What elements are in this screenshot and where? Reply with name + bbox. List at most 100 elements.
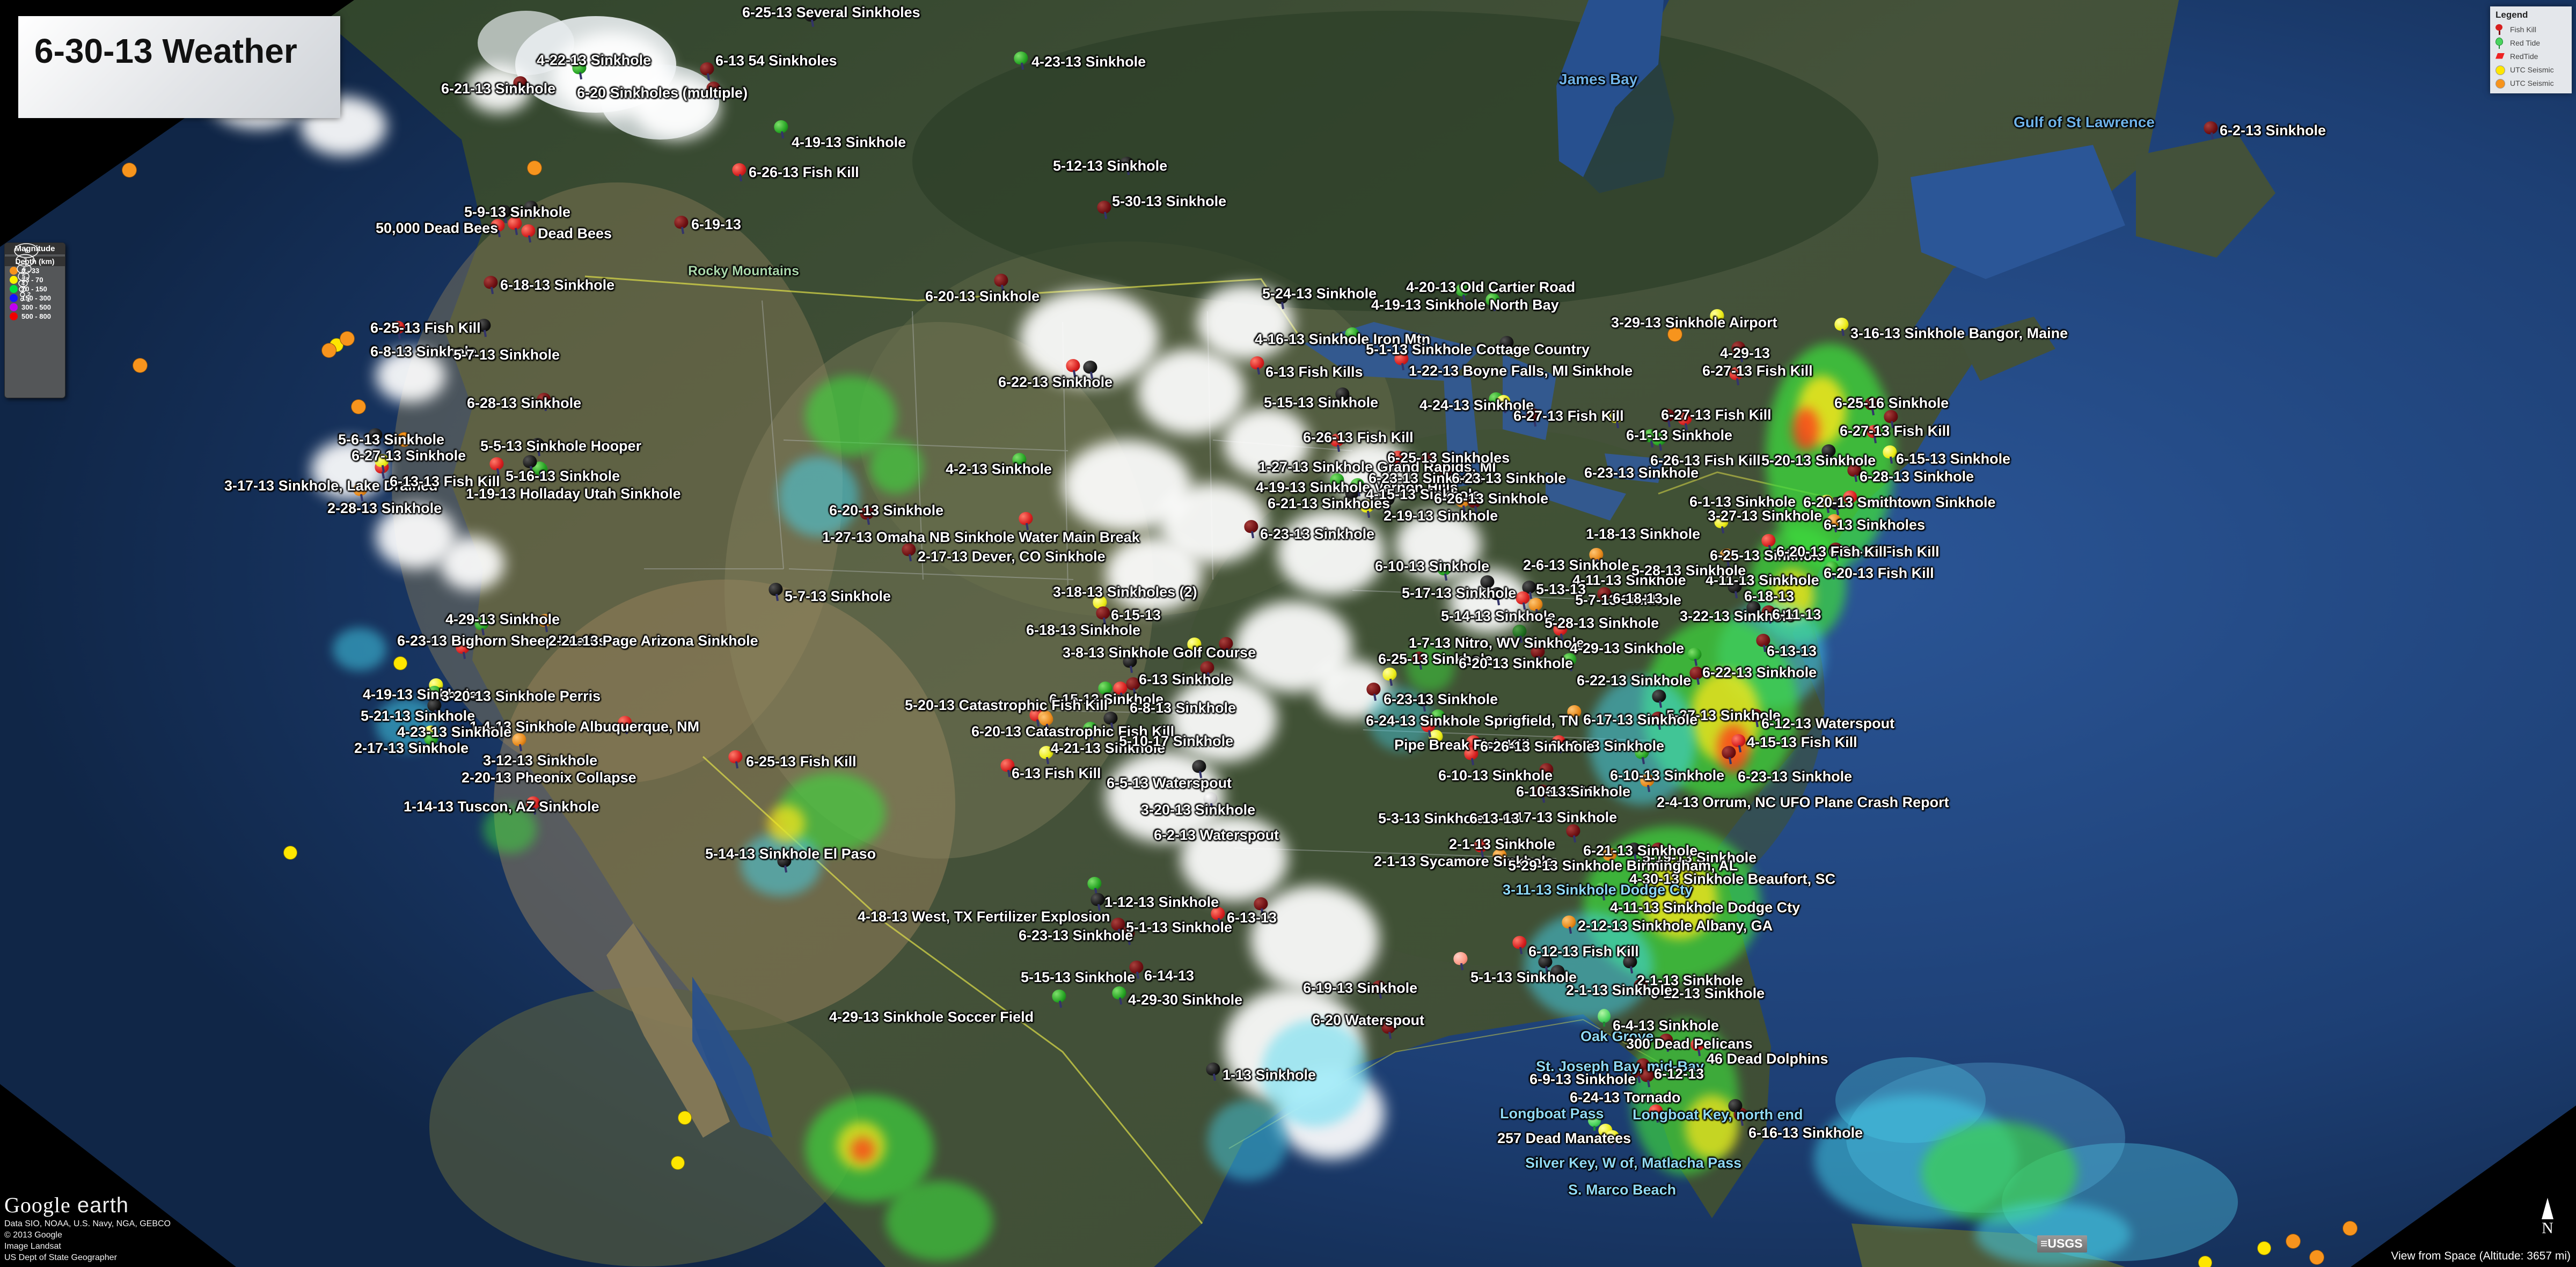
placemark-label[interactable]: 6-17-13 Sinkhole bbox=[1503, 809, 1618, 825]
placemark-label[interactable]: Longboat Key, north end bbox=[1633, 1107, 1803, 1123]
placemark-label[interactable]: 4-29-13 Sinkhole bbox=[1570, 640, 1685, 656]
placemark-label[interactable]: 6-12-13 Fish Kill bbox=[1528, 943, 1639, 960]
placemark-label[interactable]: 6-25-13 Several Sinkholes bbox=[742, 4, 920, 20]
placemark-label[interactable]: 4-29-13 Sinkhole Soccer Field bbox=[829, 1009, 1034, 1025]
placemark-label[interactable]: 2-17-13 Sinkhole bbox=[354, 740, 469, 756]
seismic-event-dot[interactable] bbox=[2343, 1221, 2358, 1236]
placemark-label[interactable]: 4-11-13 Sinkhole Dodge Cty bbox=[1610, 899, 1801, 916]
map-pushpin[interactable] bbox=[1565, 823, 1582, 843]
placemark-label[interactable]: 6-28-13 Sinkhole bbox=[467, 395, 582, 411]
placemark-label[interactable]: 5-21-13 Sinkhole bbox=[361, 708, 475, 724]
placemark-label[interactable]: 6-4-13 Sinkhole bbox=[1613, 1017, 1719, 1034]
placemark-label[interactable]: 5-30-13 Sinkhole bbox=[1112, 193, 1227, 209]
map-pushpin[interactable] bbox=[1111, 985, 1128, 1005]
placemark-label[interactable]: 6-28-13 Sinkhole bbox=[1860, 468, 1974, 485]
seismic-event-dot[interactable] bbox=[397, 432, 412, 447]
placemark-label[interactable]: 6-12-13 Waterspout bbox=[1761, 715, 1895, 731]
placemark-label[interactable]: 5-15-13 Sinkhole bbox=[1264, 394, 1379, 411]
seismic-event-dot[interactable] bbox=[2286, 1234, 2301, 1249]
placemark-label[interactable]: 5-1-13 Sinkhole Cottage Country bbox=[1366, 341, 1590, 357]
placemark-label[interactable]: 6-8-13 Sinkhole bbox=[1130, 700, 1236, 716]
placemark-label[interactable]: 5-29-13 Sinkhole Birmingham, AL bbox=[1508, 858, 1738, 874]
seismic-event-dot[interactable] bbox=[2198, 1256, 2212, 1267]
placemark-label[interactable]: 300 Dead Pelicans bbox=[1626, 1036, 1753, 1052]
map-pushpin[interactable] bbox=[1721, 744, 1737, 765]
map-pushpin[interactable] bbox=[1381, 666, 1398, 686]
placemark-label[interactable]: 5-7-13 Sinkhole bbox=[1575, 592, 1682, 608]
placemark-label[interactable]: 6-23-13 Sinkhole bbox=[1584, 465, 1699, 481]
placemark-label[interactable]: Pipe Break Fish Kill bbox=[1394, 737, 1530, 753]
map-pushpin[interactable] bbox=[482, 274, 499, 295]
placemark-label[interactable]: 6-27-13 Fish Kill bbox=[1840, 423, 1950, 439]
placemark-label[interactable]: 1-18-13 Sinkhole bbox=[1586, 526, 1701, 542]
placemark-label[interactable]: 1-4-13 Sinkhole Albuquerque, NM bbox=[470, 719, 700, 735]
placemark-label[interactable]: 3-27-13 Sinkhole bbox=[1708, 508, 1823, 524]
map-pushpin[interactable] bbox=[767, 581, 784, 602]
placemark-label[interactable]: 1-13 Sinkhole bbox=[1223, 1067, 1316, 1083]
map-pushpin[interactable] bbox=[1452, 950, 1469, 971]
placemark-label[interactable]: 6-13-13 bbox=[1767, 643, 1817, 659]
placemark-label[interactable]: 3-8-13 Sinkhole Golf Course bbox=[1063, 645, 1256, 661]
placemark-label[interactable]: 257 Dead Manatees bbox=[1497, 1130, 1631, 1146]
placemark-label[interactable]: 6-20-13 Sinkhole bbox=[829, 502, 944, 518]
placemark-label[interactable]: 6-27-13 Fish Kill bbox=[1513, 408, 1624, 424]
placemark-label[interactable]: 3-18-13 Sinkholes (2) bbox=[1053, 584, 1197, 600]
placemark-label[interactable]: 6-20-13 Sinkhole bbox=[925, 288, 1040, 304]
placemark-label[interactable]: 5-7-13 Sinkhole bbox=[453, 347, 560, 363]
legend-panel[interactable]: Legend Fish Kill Red Tide RedTide UTC Seism… bbox=[2490, 6, 2572, 93]
placemark-label[interactable]: 5-14-13 Sinkhole bbox=[1441, 608, 1556, 624]
legend-item[interactable]: UTC Seismic bbox=[2496, 63, 2572, 76]
placemark-label[interactable]: 6-10-13 Sinkhole bbox=[1375, 558, 1490, 574]
placemark-label[interactable]: 6-10-13 Sinkhole bbox=[1438, 767, 1553, 783]
seismic-event-dot[interactable] bbox=[527, 160, 542, 175]
seismic-event-dot[interactable] bbox=[133, 358, 148, 373]
seismic-event-dot[interactable] bbox=[340, 331, 355, 346]
placemark-label[interactable]: 6-13-13 bbox=[1227, 910, 1277, 926]
placemark-label[interactable]: 6-19-13 Sinkhole bbox=[1303, 980, 1418, 996]
placemark-label[interactable]: 4-29-13 bbox=[1720, 345, 1770, 361]
placemark-label[interactable]: 6-22-13 Sinkhole bbox=[1577, 672, 1692, 689]
map-pushpin[interactable] bbox=[727, 749, 744, 769]
placemark-label[interactable]: 3-20-13 Sinkhole Perris bbox=[441, 688, 601, 704]
placemark-label[interactable]: 3-20-13 Sinkhole bbox=[1141, 802, 1256, 818]
placemark-label[interactable]: S. Marco Beach bbox=[1568, 1182, 1677, 1198]
placemark-label[interactable]: 1-27-13 Omaha NB Sinkhole Water Main Bre… bbox=[822, 529, 1140, 545]
map-pushpin[interactable] bbox=[2202, 120, 2219, 140]
placemark-label[interactable]: 3-11-13 Sinkhole Dodge Cty bbox=[1503, 882, 1693, 898]
map-pushpin[interactable] bbox=[1686, 646, 1703, 667]
placemark-label[interactable]: 6-25-13 Fish Kill bbox=[370, 320, 481, 336]
placemark-label[interactable]: 5-14-13 Sinkhole El Paso bbox=[705, 846, 876, 862]
placemark-label[interactable]: 5-3-13 Sinkhole bbox=[1378, 810, 1485, 826]
map-pushpin[interactable] bbox=[520, 223, 537, 243]
placemark-label[interactable]: 6-25-13 Fish Kill bbox=[746, 753, 857, 770]
placemark-label[interactable]: 4-2-13 Sinkhole bbox=[946, 461, 1052, 477]
placemark-label[interactable]: 6-21-13 Sinkhole bbox=[1583, 843, 1698, 859]
placemark-label[interactable]: 6-20-13 Fish Kill bbox=[1776, 544, 1887, 560]
seismic-event-dot[interactable] bbox=[671, 1156, 685, 1170]
placemark-label[interactable]: 2-1-13 Sinkhole bbox=[1566, 982, 1673, 998]
seismic-event-dot[interactable] bbox=[2257, 1241, 2271, 1255]
placemark-label[interactable]: 1-7-13 Nitro, WV Sinkhole bbox=[1409, 635, 1585, 651]
placemark-label[interactable]: 6-13 Fish Kill bbox=[1012, 765, 1101, 781]
placemark-label[interactable]: 6-26-13 Fish Kill bbox=[1303, 429, 1414, 445]
map-pushpin[interactable] bbox=[1651, 688, 1667, 708]
placemark-label[interactable]: 6-20-13 Fish Kill bbox=[1824, 565, 1934, 581]
placemark-label[interactable]: 5-28-13 Sinkhole bbox=[1545, 615, 1659, 631]
placemark-label[interactable]: 6-20 Waterspout bbox=[1312, 1012, 1425, 1028]
placemark-label[interactable]: 5-6-13 Sinkhole bbox=[338, 431, 445, 448]
placemark-label[interactable]: 6-18-13 Sinkhole bbox=[1026, 622, 1141, 638]
placemark-label[interactable]: 6-23-13 Bighorn Sheep Deaths bbox=[397, 633, 607, 649]
placemark-label[interactable]: 6-27-13 Fish Kill bbox=[1702, 363, 1813, 379]
placemark-label[interactable]: 1-22-13 Boyne Falls, MI Sinkhole bbox=[1409, 363, 1633, 379]
placemark-label[interactable]: 4-24-13 Sinkhole bbox=[1419, 397, 1534, 413]
placemark-label[interactable]: 2-21-13 Page Arizona Sinkhole bbox=[548, 633, 758, 649]
legend-item[interactable]: Red Tide bbox=[2496, 36, 2572, 49]
placemark-label[interactable]: 5-15-13 Sinkhole bbox=[1021, 969, 1136, 985]
placemark-label[interactable]: 2-6-13 Sinkhole bbox=[1523, 557, 1630, 573]
placemark-label[interactable]: 4-22-13 Sinkhole bbox=[537, 52, 652, 68]
seismic-event-dot[interactable] bbox=[283, 846, 297, 860]
placemark-label[interactable]: 5-20-13 Sinkhole bbox=[1761, 452, 1876, 468]
placemark-label[interactable]: 1-19-13 Holladay Utah Sinkhole bbox=[466, 486, 681, 502]
